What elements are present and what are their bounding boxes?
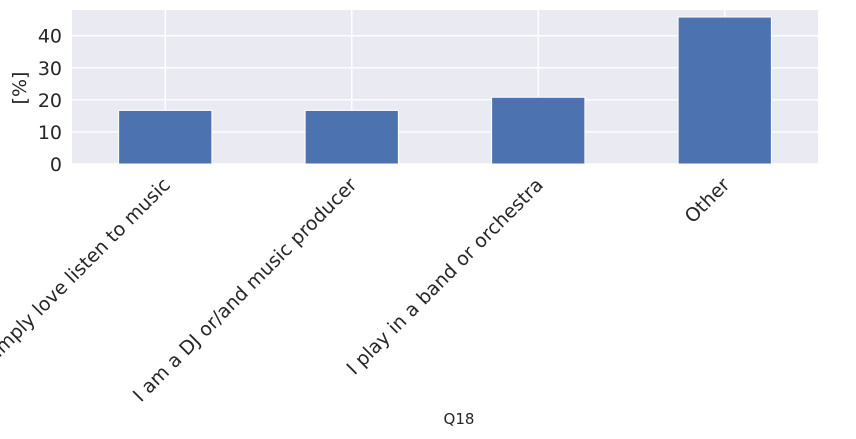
y-tick-label: 40 — [38, 26, 62, 48]
y-axis-label: [%] — [9, 72, 31, 105]
bar — [491, 96, 586, 165]
y-tick-label: 0 — [50, 154, 62, 176]
x-tick-label: I play in a band or orchestra — [343, 174, 548, 379]
x-tick-label: Other — [681, 174, 735, 228]
y-tick-label: 10 — [38, 122, 62, 144]
y-tick-label: 20 — [38, 90, 62, 112]
x-tick-label: I simply love listen to music — [0, 174, 175, 377]
bars — [118, 16, 772, 165]
x-axis-label: Q18 — [444, 410, 475, 428]
y-tick-label: 30 — [38, 58, 62, 80]
bar — [677, 16, 772, 165]
y-axis-ticks: 0 10 20 30 40 — [38, 26, 62, 176]
bar — [118, 109, 213, 165]
x-tick-label: I am a DJ or/and music producer — [129, 174, 362, 407]
bar — [304, 109, 399, 165]
